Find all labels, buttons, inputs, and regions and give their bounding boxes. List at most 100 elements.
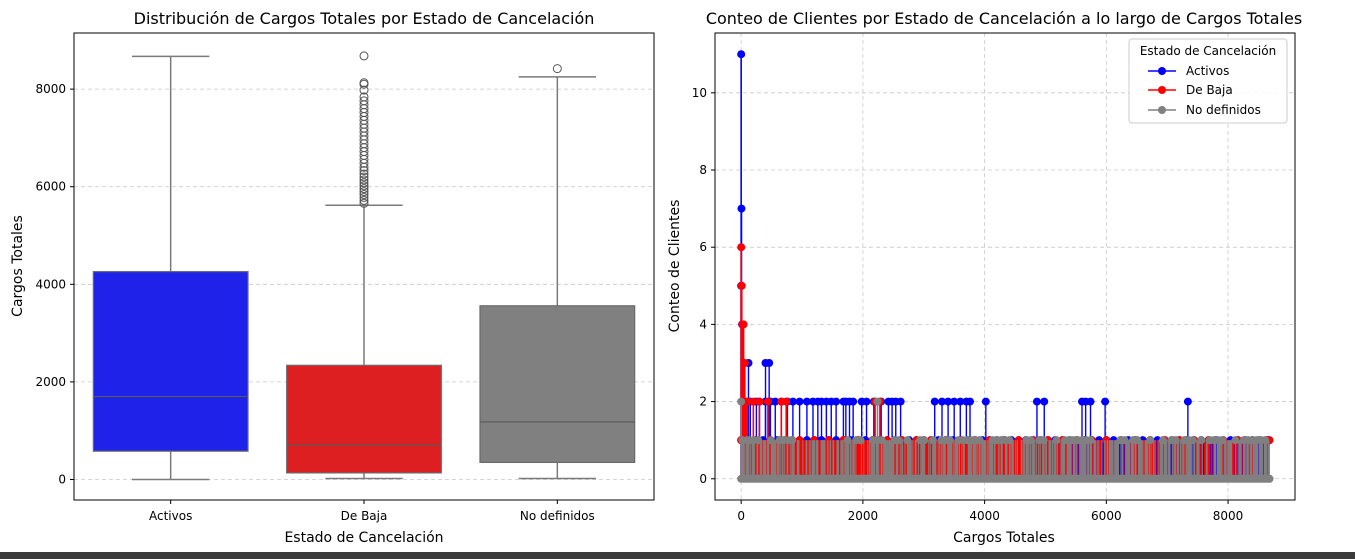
plot-frame [714, 32, 1296, 501]
box-de-baja [286, 51, 442, 480]
legend-title: Estado de Cancelación [1140, 44, 1276, 58]
y-axis-ticks: 0 2000 4000 6000 8000 [35, 82, 74, 487]
x-axis-label: Cargos Totales [953, 530, 1055, 546]
box-body [286, 364, 442, 474]
x-tick-label: 4000 [969, 509, 1000, 523]
data-point [771, 397, 780, 406]
outlier-point [359, 172, 369, 182]
data-point [1086, 436, 1095, 445]
x-axis-label: Estado de Cancelación [284, 530, 443, 546]
legend-item-activos: Activos [1148, 64, 1229, 78]
data-point [894, 436, 903, 445]
x-axis-ticks: 0 2000 4000 6000 8000 [737, 500, 1243, 523]
data-point [1039, 436, 1048, 445]
data-point [981, 397, 990, 406]
data-point [928, 436, 937, 445]
outlier-point [359, 166, 369, 176]
y-axis-label: Conteo de Clientes [667, 200, 683, 333]
legend-marker [1158, 67, 1166, 75]
legend-marker [1158, 86, 1166, 94]
data-point [755, 397, 764, 406]
boxplot-chart: Distribución de Cargos Totales por Estad… [10, 9, 655, 546]
data-point [975, 436, 984, 445]
outlier-point [359, 175, 369, 185]
legend-label: De Baja [1186, 83, 1233, 97]
data-point [843, 436, 852, 445]
data-point [737, 281, 746, 290]
x-tick-label: 6000 [1091, 509, 1122, 523]
data-point [795, 397, 804, 406]
y-tick-label: 4000 [35, 277, 66, 291]
data-point [802, 397, 811, 406]
legend-box [1128, 38, 1288, 124]
y-tick-label: 10 [692, 86, 707, 100]
data-point [1005, 436, 1014, 445]
outlier-point [359, 198, 369, 208]
data-point [1197, 436, 1206, 445]
outlier-point [359, 181, 369, 191]
data-point [938, 397, 947, 406]
y-tick-label: 0 [699, 472, 707, 486]
data-point [737, 243, 746, 252]
data-point [903, 436, 912, 445]
data-point [1171, 436, 1180, 445]
data-point [1133, 436, 1142, 445]
data-point [740, 358, 749, 367]
x-tick-label: 0 [737, 509, 745, 523]
outlier-point [359, 169, 369, 179]
data-point [1052, 436, 1061, 445]
data-point [1218, 436, 1227, 445]
data-point [737, 397, 746, 406]
y-axis-label: Cargos Totales [10, 215, 26, 317]
data-point [832, 397, 841, 406]
data-point [1120, 436, 1129, 445]
outlier-point [359, 85, 369, 95]
outlier-point [359, 184, 369, 194]
data-point [782, 397, 791, 406]
x-tick-label: Activos [149, 509, 192, 523]
data-point [763, 397, 772, 406]
data-point [766, 436, 775, 445]
series-no-definidos [737, 397, 1274, 483]
data-point [873, 397, 882, 406]
data-point [956, 397, 965, 406]
data-point [739, 320, 748, 329]
legend-item-no-definidos: No definidos [1148, 103, 1261, 117]
y-tick-label: 8 [699, 163, 707, 177]
outlier-point [359, 192, 369, 202]
data-point [944, 397, 953, 406]
y-tick-label: 6 [699, 240, 707, 254]
boxes-layer [92, 51, 636, 481]
outlier-point [359, 51, 369, 61]
box-body [479, 305, 636, 464]
data-point [862, 397, 871, 406]
y-tick-label: 2 [699, 395, 707, 409]
data-point [1040, 397, 1049, 406]
y-axis-ticks: 0 2 4 6 8 10 [692, 86, 715, 486]
data-point [966, 397, 975, 406]
data-point [745, 436, 754, 445]
y-tick-label: 6000 [35, 180, 66, 194]
data-point [930, 397, 939, 406]
data-point [877, 436, 886, 445]
data-point [1026, 436, 1035, 445]
outlier-point [359, 187, 369, 197]
data-point [849, 397, 858, 406]
data-point [856, 436, 865, 445]
x-axis-ticks: Activos De Baja No definidos [149, 500, 595, 523]
chart-title: Distribución de Cargos Totales por Estad… [134, 9, 595, 28]
data-point [896, 397, 905, 406]
y-tick-label: 8000 [35, 82, 66, 96]
box-body [92, 271, 249, 452]
series-layer [737, 50, 1274, 483]
data-point [788, 397, 797, 406]
line-chart: Conteo de Clientes por Estado de Cancela… [667, 9, 1302, 546]
data-point [788, 436, 797, 445]
x-tick-label: 2000 [848, 509, 879, 523]
chart-title: Conteo de Clientes por Estado de Cancela… [706, 9, 1302, 28]
outlier-point [359, 195, 369, 205]
data-point [1014, 436, 1023, 445]
data-point [737, 204, 746, 213]
data-point [765, 358, 774, 367]
